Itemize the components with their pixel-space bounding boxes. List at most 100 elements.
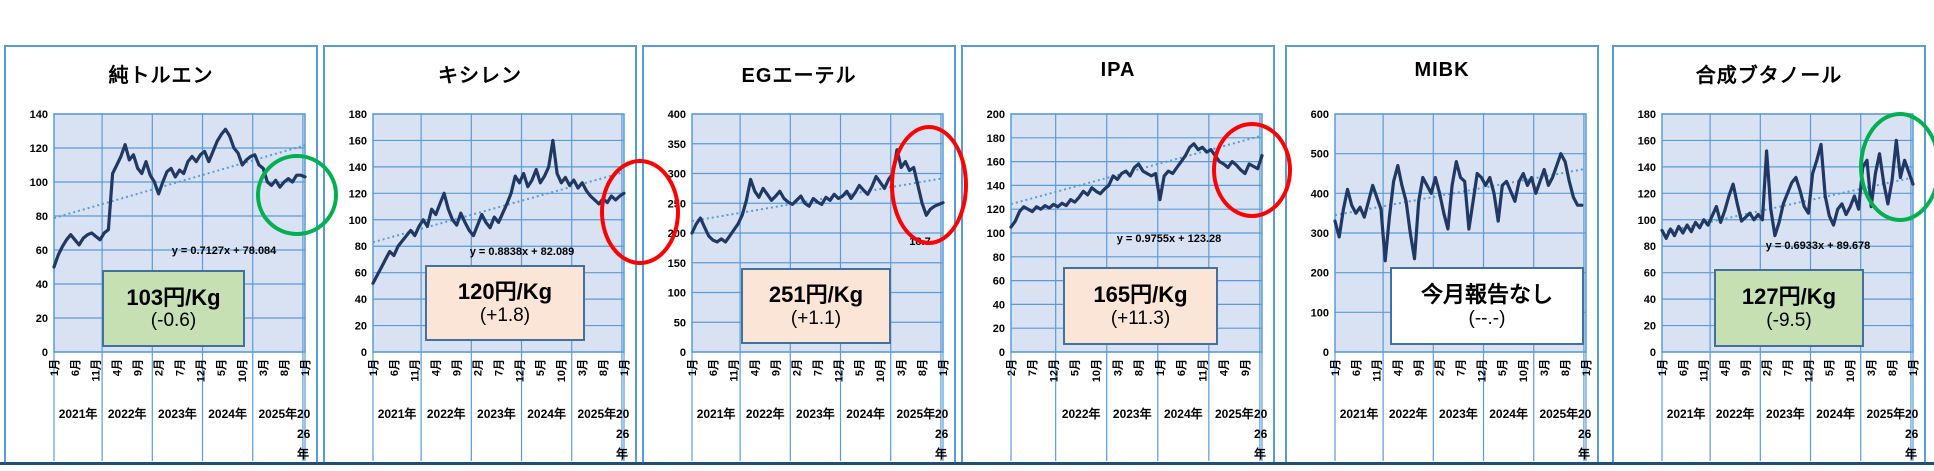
x-axis-month-label: 12月 xyxy=(513,359,526,382)
chart-title: 合成ブタノール xyxy=(1695,65,1843,87)
x-axis-month-label: 5月 xyxy=(1823,359,1836,376)
x-axis-month-label: 5月 xyxy=(215,359,228,376)
y-axis-tick-label: 40 xyxy=(993,299,1005,311)
x-axis-month-label: 11月 xyxy=(409,359,422,382)
x-axis-year-label: 2023年 xyxy=(796,406,835,421)
y-axis-tick-label: 100 xyxy=(668,288,686,300)
y-axis-tick-label: 160 xyxy=(349,135,367,147)
y-axis-tick-label: 0 xyxy=(1650,347,1656,359)
x-axis-month-label: 9月 xyxy=(451,359,464,376)
x-axis-year-label: 2024年 xyxy=(1164,406,1203,421)
x-axis-month-label: 5月 xyxy=(1496,359,1509,376)
y-axis-tick-label: 150 xyxy=(668,258,686,270)
price-value: 103円/Kg xyxy=(126,284,221,310)
x-axis-month-label: 11月 xyxy=(728,359,741,382)
x-axis-year-label-wrapped: 20 xyxy=(297,407,311,421)
x-axis-month-label: 3月 xyxy=(1865,359,1878,376)
y-axis-tick-label: 20 xyxy=(355,321,367,333)
y-axis-tick-label: 20 xyxy=(36,313,48,325)
x-axis-year-label: 2025年 xyxy=(1539,406,1578,421)
y-axis-tick-label: 200 xyxy=(987,109,1005,121)
y-axis-tick-label: 400 xyxy=(1311,188,1329,200)
x-axis-month-label: 12月 xyxy=(194,359,207,382)
x-axis-year-label: 2024年 xyxy=(1489,406,1528,421)
x-axis-month-label: 1月 xyxy=(937,359,950,376)
y-axis-tick-label: 100 xyxy=(1638,215,1656,227)
chart-plot: 0 20 40 60 80 100 120 140 160 180 1月 6月 11月 4月 9月 2月 7月 1… xyxy=(349,109,631,461)
x-axis-month-label: 6月 xyxy=(707,359,720,376)
x-axis-year-label: 2024年 xyxy=(527,406,566,421)
x-axis-year-label-wrapped: 年 xyxy=(935,446,947,461)
x-axis-month-label: 1月 xyxy=(367,359,380,376)
x-axis-year-label: 2021年 xyxy=(697,406,736,421)
x-axis-month-label: 11月 xyxy=(90,359,103,382)
x-axis-year-label-wrapped: 年 xyxy=(1254,446,1266,461)
y-axis-tick-label: 60 xyxy=(993,276,1005,288)
x-axis-month-label: 8月 xyxy=(1132,359,1145,376)
y-axis-tick-label: 0 xyxy=(361,347,367,359)
y-axis-tick-label: 120 xyxy=(30,143,48,155)
y-axis-tick-label: 40 xyxy=(355,294,367,306)
x-axis-month-label: 12月 xyxy=(1047,359,1060,382)
x-axis-month-label: 12月 xyxy=(1475,359,1488,382)
x-axis-month-label: 8月 xyxy=(597,359,610,376)
x-axis-month-label: 6月 xyxy=(69,359,82,376)
x-axis-month-label: 10月 xyxy=(1517,359,1530,382)
trend-line xyxy=(1010,134,1263,206)
y-axis-tick-label: 100 xyxy=(30,177,48,189)
price-change: (--.-) xyxy=(1468,307,1506,329)
y-axis-tick-label: 50 xyxy=(674,317,686,329)
y-axis-tick-label: 100 xyxy=(349,215,367,227)
trend-line xyxy=(372,171,625,244)
x-axis-year-label: 2021年 xyxy=(378,406,417,421)
price-box: 103円/Kg (-0.6) xyxy=(102,270,245,347)
y-axis-tick-label: 80 xyxy=(1644,241,1656,253)
price-box: 251円/Kg (+1.1) xyxy=(741,268,891,344)
y-axis-tick-label: 80 xyxy=(36,211,48,223)
y-axis-tick-label: 40 xyxy=(1644,294,1656,306)
y-axis-tick-label: 100 xyxy=(987,228,1005,240)
trend-line xyxy=(53,144,306,220)
x-axis-year-label: 2025年 xyxy=(1866,406,1905,421)
x-axis-month-label: 8月 xyxy=(1559,359,1572,376)
y-axis-tick-label: 140 xyxy=(349,162,367,174)
x-axis-month-label: 4月 xyxy=(1218,359,1231,376)
plot-border xyxy=(1334,113,1587,353)
y-axis-tick-label: 250 xyxy=(668,198,686,210)
x-axis-month-label: 6月 xyxy=(1350,359,1363,376)
x-axis-month-label: 12月 xyxy=(832,359,845,382)
x-axis-month-label: 2月 xyxy=(152,359,165,376)
x-axis-year-label-wrapped: 20 xyxy=(1578,407,1592,421)
chart-panel-ipa: IPA 0 20 40 60 80 100 120 140 160 180 200 2月 7月 12月 5月… xyxy=(961,45,1275,465)
chart-panel-xylene: キシレン 0 20 40 60 80 100 120 140 160 180 1月 6月 11月 4月 9月… xyxy=(323,45,637,465)
x-axis-year-label-wrapped: 26 xyxy=(1905,427,1919,441)
x-axis-year-label: 2023年 xyxy=(1439,406,1478,421)
y-axis-tick-label: 160 xyxy=(987,157,1005,169)
x-axis-year-label-wrapped: 26 xyxy=(1578,427,1592,441)
x-axis-month-label: 3月 xyxy=(1111,359,1124,376)
x-axis-month-label: 5月 xyxy=(853,359,866,376)
plot-border xyxy=(372,113,625,353)
x-axis-month-label: 10月 xyxy=(555,359,568,382)
y-axis-tick-label: 200 xyxy=(668,228,686,240)
y-axis-tick-label: 40 xyxy=(36,279,48,291)
price-box: 127円/Kg (-9.5) xyxy=(1714,269,1864,347)
x-axis-month-label: 6月 xyxy=(1175,359,1188,376)
x-axis-month-label: 7月 xyxy=(492,359,505,376)
x-axis-year-label: 2024年 xyxy=(1816,406,1855,421)
trend-equation-label: y = 0.6933x + 89.678 xyxy=(1765,240,1871,252)
x-axis-year-label: 2024年 xyxy=(846,406,885,421)
price-line xyxy=(52,127,307,269)
price-change: (+11.3) xyxy=(1110,307,1171,329)
x-axis-month-label: 4月 xyxy=(749,359,762,376)
chart-panel-toluene: 純トルエン 0 20 40 60 80 100 120 140 1月 6月 11月 4月 9月 2月 7月 1… xyxy=(4,45,318,465)
x-axis-month-label: 2月 xyxy=(471,359,484,376)
price-value: 165円/Kg xyxy=(1093,282,1188,308)
x-axis-year-label: 2023年 xyxy=(1766,406,1805,421)
x-axis-month-label: 9月 xyxy=(770,359,783,376)
price-change: (-0.6) xyxy=(150,310,197,332)
chart-title: キシレン xyxy=(438,65,522,87)
y-axis-tick-label: 60 xyxy=(36,245,48,257)
x-axis-month-label: 1月 xyxy=(686,359,699,376)
x-axis-month-label: 4月 xyxy=(1719,359,1732,376)
